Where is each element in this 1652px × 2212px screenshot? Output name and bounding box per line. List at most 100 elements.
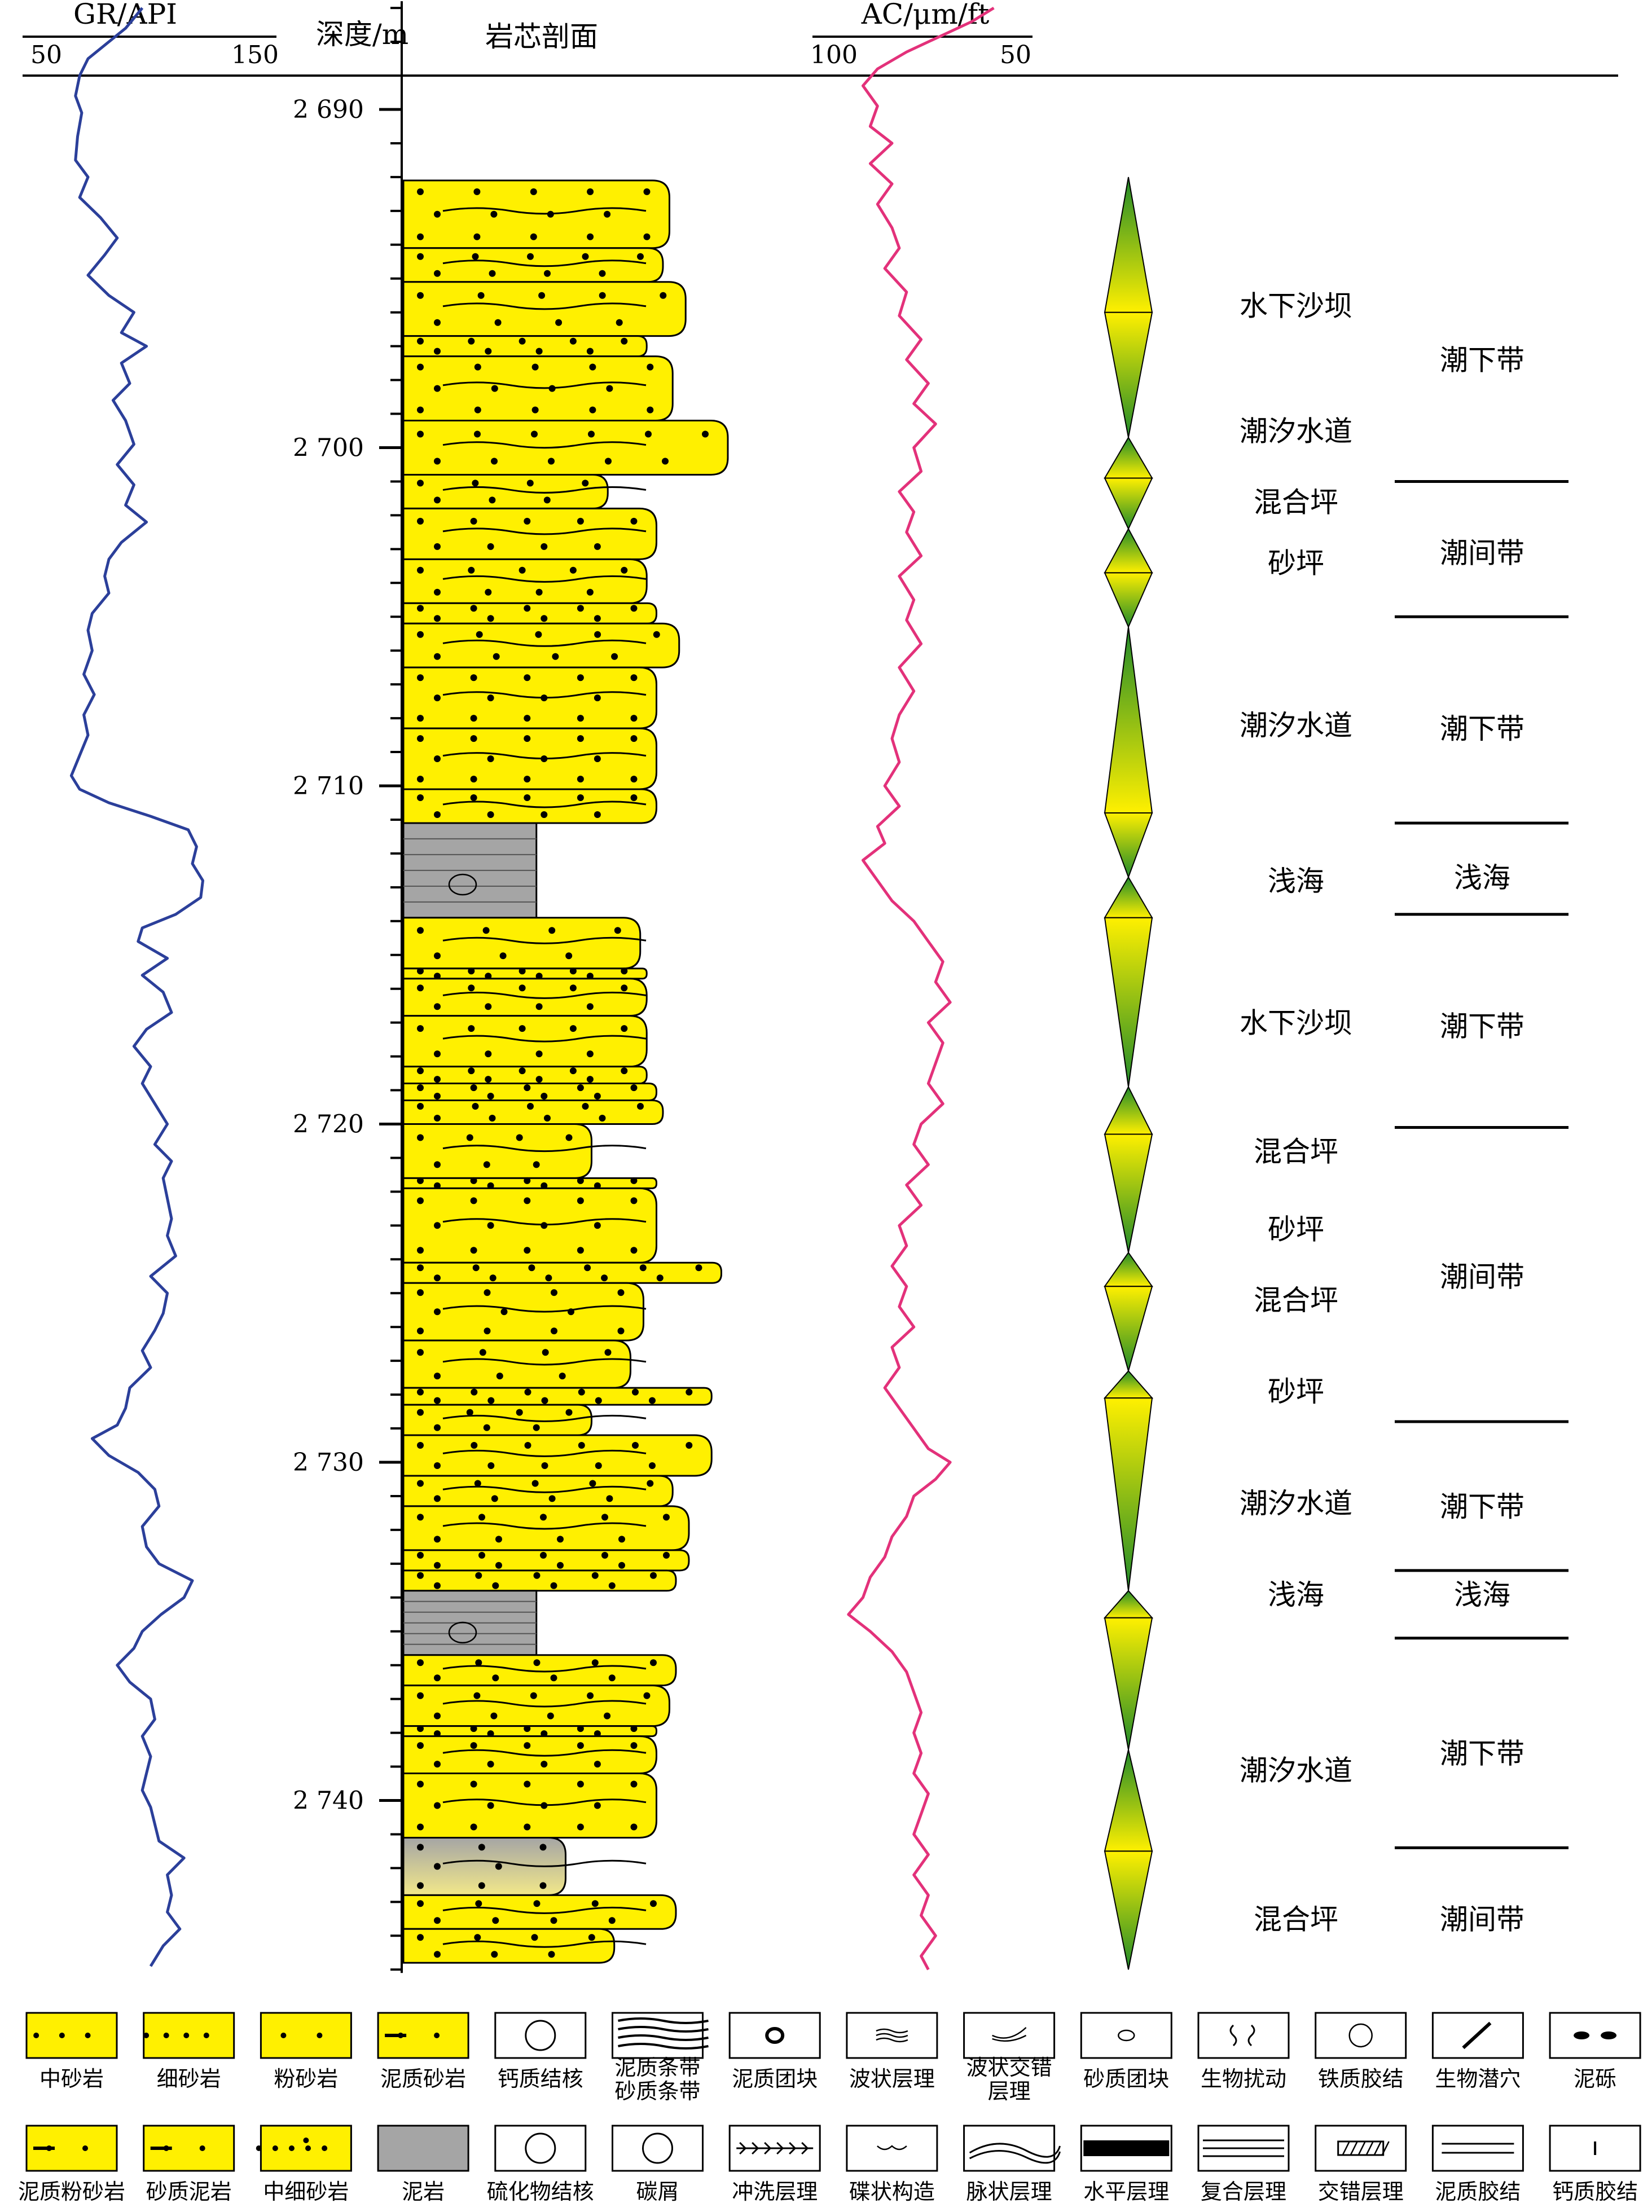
microfacies-label: 潮下带 <box>1440 1490 1524 1523</box>
grain-dot <box>485 1050 492 1058</box>
grain-dot <box>586 1050 594 1058</box>
grain-dot <box>468 1025 475 1032</box>
grain-dot <box>630 674 638 681</box>
subfacies-label: 潮汐水道 <box>1240 415 1352 448</box>
grain-dot <box>434 1076 441 1083</box>
grain-dot <box>594 1222 601 1229</box>
grain-dot <box>535 973 543 980</box>
grain-dot <box>434 1424 441 1431</box>
legend-item: 脉状层理 <box>963 2125 1061 2204</box>
grain-dot <box>552 653 559 660</box>
cycle-upper-half <box>1104 1749 1153 1852</box>
legend: 中砂岩 细砂岩 粉砂岩 泥质砂岩 钙质结核 泥质条带砂质条带 泥质团块 波状层理 波状交错层理砂… <box>18 2012 1641 2204</box>
lithology-bed <box>402 507 657 560</box>
grain-dot <box>474 1934 481 1941</box>
grain-dot <box>594 631 601 638</box>
cycle-upper-half <box>1104 876 1153 918</box>
legend-item: 砂质团块 <box>1080 2012 1172 2091</box>
grain-dot <box>547 1712 554 1720</box>
grain-dot <box>470 1247 477 1254</box>
legend-item: 硫化物结核 <box>487 2125 594 2204</box>
grain-dot <box>434 1222 441 1229</box>
grain-dot <box>485 1076 492 1083</box>
grain-dot <box>647 363 654 371</box>
grain-dot <box>417 984 424 992</box>
grain-dot <box>702 430 709 438</box>
grain-dot <box>544 1115 551 1122</box>
legend-dot <box>203 2033 209 2038</box>
legend-dot <box>85 2033 91 2038</box>
lithology-bed <box>402 1434 713 1477</box>
depth-label: 2 700 <box>293 434 364 463</box>
legend-swatch <box>1315 2012 1407 2059</box>
grain-dot <box>434 1003 441 1010</box>
grain-dot <box>417 1823 424 1831</box>
legend-label: 钙质结核 <box>498 2066 583 2091</box>
cycle-upper-half <box>1104 177 1153 313</box>
grain-dot <box>483 1424 490 1431</box>
legend-item: 泥质团块 <box>728 2012 821 2091</box>
legend-line <box>1381 2141 1390 2156</box>
grain-dot <box>496 1373 503 1380</box>
legend-swatch <box>494 2012 587 2059</box>
legend-label: 层理 <box>988 2079 1031 2104</box>
grain-dot <box>489 270 496 277</box>
grain-dot <box>434 270 441 277</box>
grain-dot <box>605 458 612 465</box>
grain-dot <box>606 1495 613 1502</box>
grain-dot <box>569 984 577 992</box>
bedding-mark <box>442 936 647 944</box>
grain-dot <box>434 458 441 465</box>
microfacies-label: 潮下带 <box>1440 713 1524 745</box>
grain-dot <box>493 653 500 660</box>
grain-dot <box>417 337 424 345</box>
grain-dot <box>468 566 475 574</box>
grain-dot <box>417 927 424 934</box>
lithology-bed <box>402 335 648 358</box>
grain-dot <box>434 1093 441 1100</box>
bed-fill <box>402 602 657 625</box>
cycle-upper-half <box>1104 436 1153 479</box>
grain-dot <box>466 1409 473 1416</box>
grain-dot <box>630 1742 638 1749</box>
lithology-bed <box>402 281 687 337</box>
grain-dot <box>557 1536 564 1543</box>
grain-dot <box>417 1659 424 1666</box>
lithology-bed <box>402 1282 647 1342</box>
grain-dot <box>686 1442 693 1449</box>
lithology-bed <box>402 666 657 729</box>
depth-label: 2 690 <box>293 95 364 124</box>
grain-dot <box>539 1882 547 1889</box>
legend-wave <box>876 2028 908 2034</box>
legend-item: 泥质胶结 <box>1431 2125 1524 2204</box>
grain-dot <box>434 1562 441 1569</box>
grain-dot <box>434 1308 441 1316</box>
grain-dot <box>491 1951 498 1958</box>
grain-dot <box>434 1802 441 1809</box>
legend-item: 复合层理 <box>1197 2125 1290 2204</box>
legend-dot <box>317 2033 323 2038</box>
legend-dot <box>33 2033 39 2038</box>
bed-fill <box>402 1282 644 1342</box>
grain-dot <box>434 1050 441 1058</box>
grain-dot <box>586 1003 594 1010</box>
grain-dot <box>470 794 477 801</box>
grain-dot <box>472 1264 480 1272</box>
grain-dot <box>551 1289 557 1296</box>
legend-label: 泥质胶结 <box>1435 2179 1521 2204</box>
grain-dot <box>434 694 441 702</box>
subfacies-label: 砂坪 <box>1268 1213 1324 1246</box>
grain-dot <box>472 1103 479 1110</box>
bedding-mark <box>442 1665 647 1673</box>
ac-curve <box>847 6 995 1971</box>
lithology-bed <box>402 1569 677 1592</box>
grain-dot <box>541 1182 548 1189</box>
grain-dot <box>524 517 531 525</box>
lithology-bed <box>402 1725 657 1738</box>
bed-fill <box>402 1654 677 1687</box>
fe-cement-symbol <box>448 1621 477 1644</box>
lithology-bed <box>402 473 647 509</box>
legend-ellipse <box>1574 2031 1590 2039</box>
